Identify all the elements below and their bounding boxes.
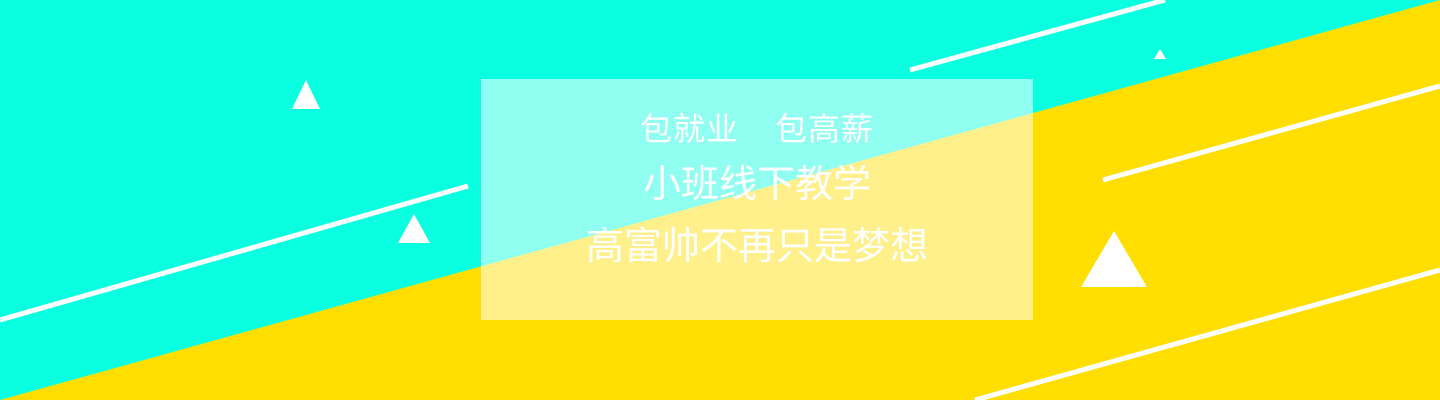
headline: 小班线下教学	[642, 162, 871, 206]
decor-line-mid-right	[1102, 83, 1440, 183]
triangle-icon	[1154, 49, 1166, 59]
text-panel: 包就业 包高薪 小班线下教学 高富帅不再只是梦想	[481, 79, 1033, 320]
decor-line-left	[0, 183, 469, 323]
triangle-icon	[398, 214, 430, 243]
tagline-employment: 包就业	[639, 110, 739, 148]
decor-line-bottom-right	[974, 267, 1440, 400]
tagline: 包就业 包高薪	[640, 109, 874, 149]
triangle-icon	[1081, 231, 1147, 287]
subheadline: 高富帅不再只是梦想	[585, 224, 928, 268]
tagline-salary: 包高薪	[775, 110, 875, 148]
triangle-icon	[292, 80, 320, 109]
decor-line-top-right	[909, 0, 1166, 73]
